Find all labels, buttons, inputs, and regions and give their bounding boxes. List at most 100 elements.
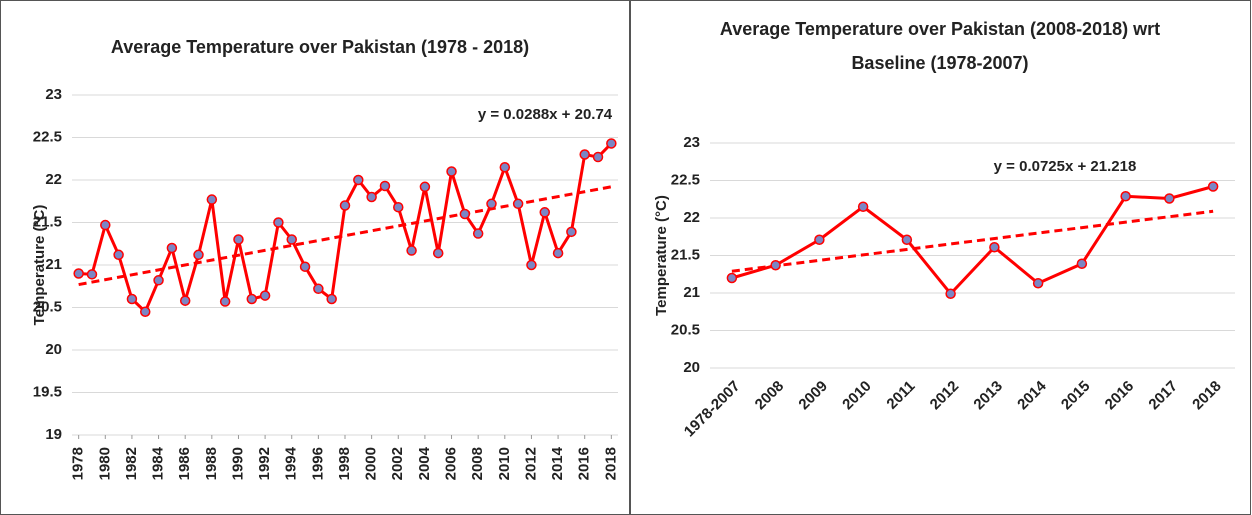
point bbox=[206, 194, 218, 205]
point bbox=[366, 191, 377, 203]
point bbox=[539, 207, 551, 218]
point bbox=[126, 293, 138, 305]
x-tick-label: 2012 bbox=[522, 447, 539, 480]
x-tick-label: 2008 bbox=[752, 378, 788, 414]
y-tick-label: 22 bbox=[683, 209, 700, 226]
point bbox=[1076, 258, 1088, 269]
x-tick-label: 1986 bbox=[176, 447, 193, 480]
point bbox=[219, 296, 231, 307]
y-tick-label: 20 bbox=[683, 359, 700, 376]
point bbox=[299, 261, 311, 272]
y-tick-label: 23 bbox=[683, 134, 700, 151]
x-tick-label: 1994 bbox=[283, 446, 300, 480]
trend-equation: y = 0.0288x + 20.74 bbox=[478, 106, 613, 123]
point bbox=[139, 306, 151, 317]
point bbox=[393, 201, 404, 213]
series-line bbox=[731, 185, 1214, 297]
point bbox=[989, 242, 1000, 253]
point bbox=[233, 234, 244, 245]
y-tick-label: 20 bbox=[45, 341, 62, 358]
series-line bbox=[78, 142, 613, 315]
x-tick-label: 2014 bbox=[1014, 377, 1050, 413]
point bbox=[726, 272, 738, 284]
point bbox=[526, 259, 537, 271]
x-tick-label: 2002 bbox=[389, 447, 406, 480]
y-tick-label: 19 bbox=[45, 426, 62, 443]
y-tick-label: 22.5 bbox=[671, 171, 700, 188]
point bbox=[246, 293, 258, 305]
y-axis-label: Temperature (°C) bbox=[31, 205, 48, 326]
x-tick-label: 2008 bbox=[469, 447, 486, 480]
point bbox=[459, 208, 471, 220]
point bbox=[606, 138, 617, 149]
point bbox=[579, 149, 590, 160]
point bbox=[1032, 278, 1044, 289]
x-tick-label: 2004 bbox=[416, 446, 433, 480]
x-tick-label: 2009 bbox=[795, 378, 831, 414]
point bbox=[446, 166, 457, 177]
x-tick-label: 2006 bbox=[443, 447, 460, 480]
point bbox=[814, 234, 825, 245]
y-tick-label: 22 bbox=[45, 171, 62, 188]
point bbox=[592, 151, 604, 163]
x-tick-label: 1996 bbox=[309, 447, 326, 480]
x-tick-label: 2018 bbox=[1189, 378, 1225, 414]
x-tick-label: 2010 bbox=[496, 447, 513, 480]
x-tick-label: 1978-2007 bbox=[681, 378, 744, 441]
x-tick-label: 1984 bbox=[150, 446, 167, 480]
y-tick-label: 21.5 bbox=[33, 213, 62, 230]
point bbox=[432, 247, 444, 259]
trend-equation: y = 0.0725x + 21.218 bbox=[994, 158, 1137, 175]
trendline bbox=[731, 209, 1214, 273]
point bbox=[472, 228, 484, 239]
x-tick-label: 2000 bbox=[363, 447, 380, 480]
y-tick-label: 20.5 bbox=[671, 321, 700, 338]
point bbox=[353, 174, 364, 186]
point bbox=[857, 201, 869, 212]
x-tick-label: 2016 bbox=[1102, 378, 1138, 414]
x-tick-label: 2013 bbox=[970, 378, 1006, 414]
point bbox=[419, 181, 431, 193]
left-frame bbox=[0, 0, 630, 515]
x-tick-label: 1990 bbox=[229, 447, 246, 480]
point bbox=[945, 288, 956, 299]
point bbox=[313, 283, 324, 295]
x-tick-label: 2017 bbox=[1145, 378, 1181, 414]
point bbox=[770, 260, 781, 271]
x-tick-label: 2016 bbox=[576, 447, 593, 480]
y-tick-label: 23 bbox=[45, 86, 62, 103]
point bbox=[512, 198, 524, 210]
x-tick-label: 1988 bbox=[203, 447, 220, 480]
x-tick-label: 1982 bbox=[123, 447, 140, 480]
point bbox=[100, 219, 111, 231]
x-tick-label: 2018 bbox=[602, 447, 619, 480]
point bbox=[1207, 181, 1219, 192]
chart-title: Average Temperature over Pakistan (2008-… bbox=[720, 19, 1160, 39]
point bbox=[273, 217, 284, 228]
y-axis-label: Temperature (°C) bbox=[653, 195, 670, 316]
point bbox=[166, 242, 178, 254]
x-tick-label: 2011 bbox=[883, 378, 918, 413]
point bbox=[179, 295, 191, 306]
point bbox=[113, 249, 124, 261]
point bbox=[193, 249, 204, 261]
chart-title: Average Temperature over Pakistan (1978 … bbox=[111, 37, 529, 57]
x-tick-label: 1978 bbox=[70, 447, 87, 480]
right-frame bbox=[630, 0, 1251, 515]
point bbox=[1164, 193, 1175, 204]
point bbox=[1120, 191, 1131, 202]
x-tick-label: 1998 bbox=[336, 447, 353, 480]
y-tick-label: 22.5 bbox=[33, 128, 62, 145]
x-tick-label: 2012 bbox=[927, 378, 963, 414]
point bbox=[153, 275, 164, 286]
point bbox=[486, 198, 497, 210]
point bbox=[566, 226, 577, 238]
point bbox=[286, 234, 297, 245]
point bbox=[901, 234, 913, 245]
x-tick-label: 2014 bbox=[549, 446, 566, 480]
y-tick-label: 21.5 bbox=[671, 246, 700, 263]
x-tick-label: 1980 bbox=[96, 447, 113, 480]
point bbox=[339, 200, 351, 211]
y-tick-label: 21 bbox=[683, 284, 700, 301]
